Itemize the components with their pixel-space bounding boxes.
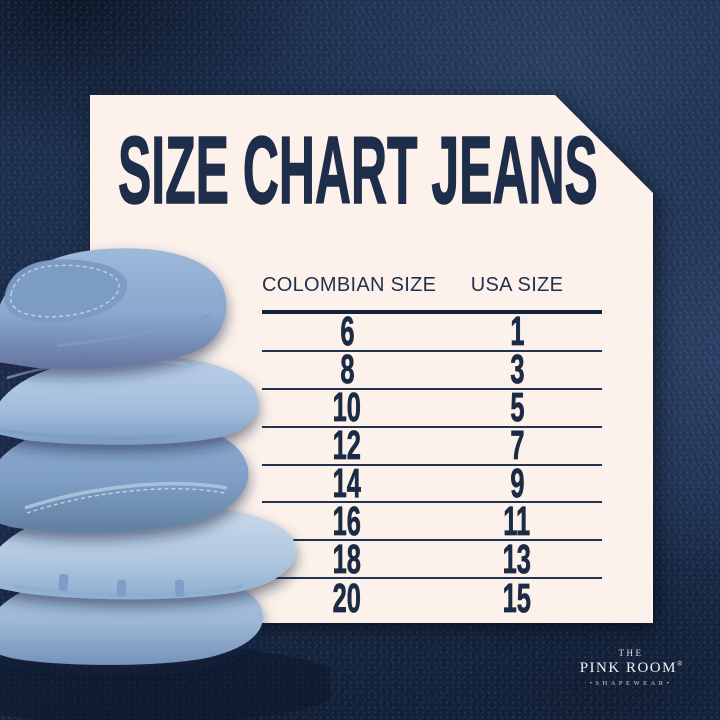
cell-colombian: 6	[262, 308, 432, 355]
brand-the-label: THE	[618, 648, 644, 658]
table-row: 10 5	[262, 384, 602, 431]
cell-usa-size: 11	[503, 497, 531, 544]
table-row: 14 9	[262, 460, 602, 507]
jeans-stack-image	[0, 248, 330, 720]
cell-colombian-size: 14	[332, 460, 362, 507]
table-row: 16 11	[262, 497, 602, 544]
cell-colombian: 8	[262, 346, 432, 393]
registered-mark: ®	[676, 660, 683, 668]
brand-tagline: •SHAPEWEAR•	[589, 680, 673, 687]
cell-usa-size: 5	[509, 384, 525, 431]
cell-usa: 5	[432, 384, 602, 431]
page-title: SIZE CHART JEANS	[118, 117, 599, 224]
column-header-usa: USA SIZE	[470, 274, 564, 296]
table-header-row: COLOMBIAN SIZE USA SIZE	[262, 274, 602, 297]
cell-colombian: 12	[262, 422, 432, 469]
cell-usa: 13	[432, 535, 602, 582]
cell-colombian-size: 8	[339, 346, 355, 393]
cell-usa: 9	[432, 460, 602, 507]
cell-colombian-size: 18	[332, 535, 362, 582]
cell-usa-size: 15	[502, 574, 532, 621]
cell-usa: 15	[432, 574, 602, 621]
cell-colombian: 10	[262, 384, 432, 431]
cell-colombian: 18	[262, 535, 432, 582]
brand-name: PINK ROOM®	[553, 660, 709, 677]
size-table: 6 1 8 3 10 5 12 7 14 9	[262, 308, 602, 621]
cell-colombian-size: 16	[332, 497, 362, 544]
cell-usa: 11	[432, 497, 602, 544]
cell-colombian: 16	[262, 497, 432, 544]
brand-logo: THE PINK ROOM® •SHAPEWEAR•	[553, 648, 709, 687]
cell-colombian-size: 20	[332, 574, 362, 621]
cell-usa-size: 1	[509, 308, 525, 355]
cell-colombian-size: 6	[339, 308, 355, 355]
table-row: 8 3	[262, 346, 602, 393]
brand-name-text: PINK ROOM	[579, 660, 677, 676]
table-row: 12 7	[262, 422, 602, 469]
column-header-colombian: COLOMBIAN SIZE	[262, 274, 437, 296]
cell-usa: 3	[432, 346, 602, 393]
cell-usa: 1	[432, 308, 602, 355]
cell-usa: 7	[432, 422, 602, 469]
table-row: 6 1	[262, 308, 602, 355]
cell-usa-size: 7	[509, 422, 525, 469]
table-row: 18 13	[262, 535, 602, 582]
cell-colombian-size: 10	[332, 384, 362, 431]
cell-usa-size: 3	[509, 346, 525, 393]
table-header-rule	[262, 310, 602, 314]
cell-colombian: 14	[262, 460, 432, 507]
cell-colombian: 20	[262, 574, 432, 621]
cell-colombian-size: 12	[332, 422, 362, 469]
table-row: 20 15	[262, 574, 602, 621]
cell-usa-size: 9	[509, 460, 525, 507]
cell-usa-size: 13	[502, 535, 532, 582]
